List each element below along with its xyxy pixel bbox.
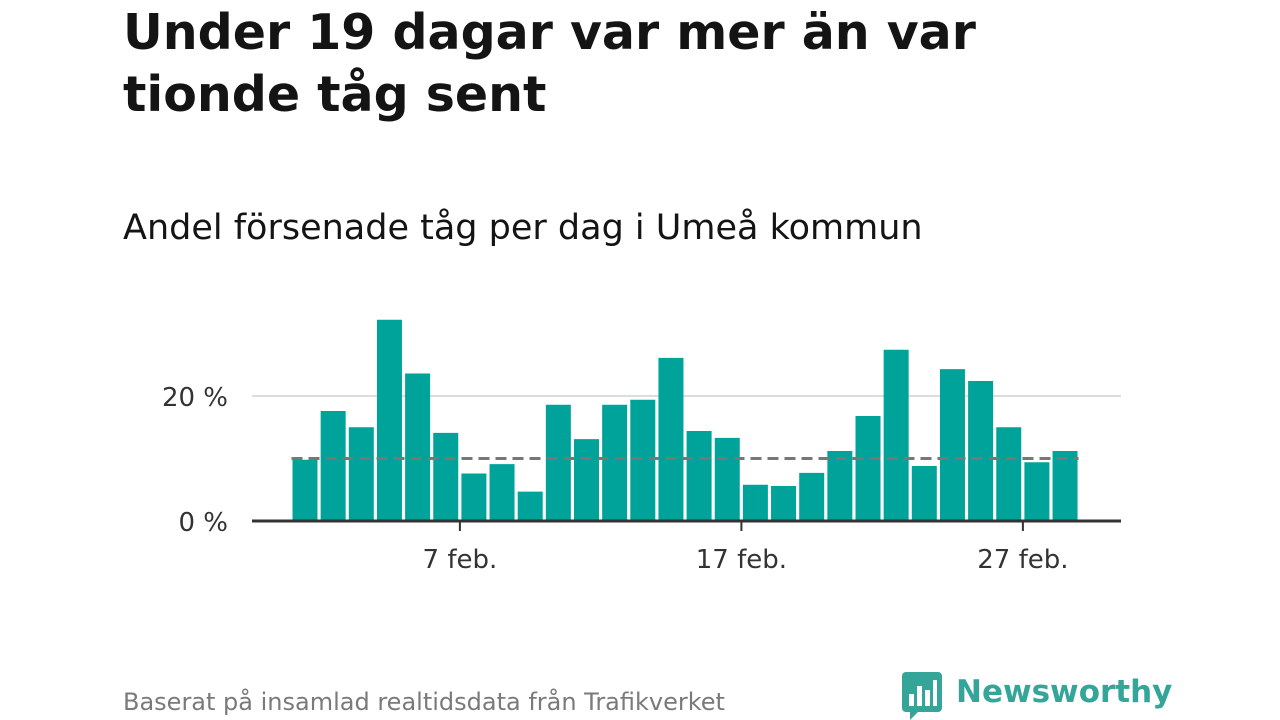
bar [433,432,459,521]
brand-name: Newsworthy [956,674,1173,710]
bars-layer [292,319,1078,521]
y-tick-label: 20 % [162,383,228,413]
chart-subtitle: Andel försenade tåg per dag i Umeå kommu… [123,208,923,248]
bar [686,431,712,521]
bar [630,399,656,521]
bar [883,349,909,521]
bar [489,464,515,521]
bar [602,404,628,521]
bar [405,373,431,521]
brand-logo[interactable]: Newsworthy [902,672,1172,720]
bar [461,473,487,521]
y-tick-label: 0 % [178,508,228,538]
bar [799,472,825,521]
x-tick-label: 27 feb. [977,545,1068,575]
axis-layer: 0 % 20 % 7 feb. 17 feb. 27 feb. [162,383,1121,575]
bar [545,404,571,521]
bar [911,466,937,521]
bar [771,486,797,521]
chart-title: Under 19 dagar var mer än var tionde tåg… [123,4,976,123]
bar [320,411,346,521]
bar [1024,462,1050,521]
x-tick-label: 17 feb. [696,545,787,575]
bar [968,381,994,521]
source-note: Baserat på insamlad realtidsdata från Tr… [123,688,725,716]
bar [658,357,684,521]
bar [996,427,1022,521]
bar [742,484,768,521]
bar [1052,451,1078,521]
bar [348,427,374,521]
bar [714,437,740,521]
bar [939,369,965,521]
bar [376,319,402,521]
bar [517,491,543,521]
newsworthy-logo-icon [902,672,942,720]
x-tick-label: 7 feb. [423,545,498,575]
bar [292,459,318,521]
bar [855,416,881,521]
bar [827,451,853,521]
bar [574,439,599,521]
